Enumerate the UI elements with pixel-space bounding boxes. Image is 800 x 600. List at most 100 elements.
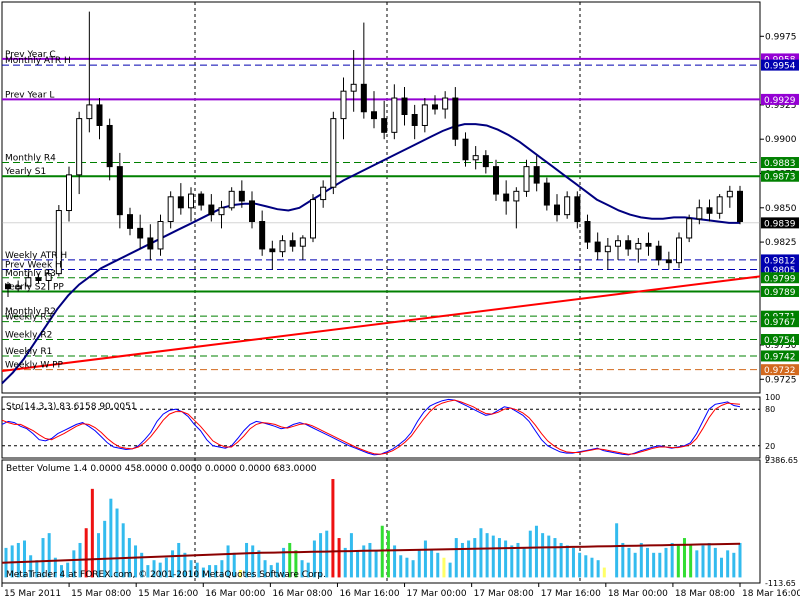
candle-body	[503, 193, 510, 202]
candle-body	[584, 221, 591, 243]
volume-bar	[208, 565, 212, 578]
volume-bar	[257, 550, 261, 578]
volume-bar	[491, 535, 495, 578]
volume-bar	[380, 525, 384, 578]
volume-bar	[497, 538, 501, 578]
volume-bar	[399, 555, 403, 578]
volume-bar	[553, 538, 557, 578]
candle-body	[523, 166, 530, 192]
price-tag-bg	[761, 170, 799, 182]
candle-body	[198, 193, 205, 206]
candle-body	[676, 237, 682, 264]
candle-body	[706, 207, 713, 214]
volume-bar	[201, 567, 205, 578]
volume-bar	[479, 528, 483, 578]
volume-bar	[652, 552, 656, 578]
candle-body	[340, 90, 347, 120]
level-label: Weekly R1	[5, 347, 52, 357]
level-label: Yearly S1	[4, 167, 46, 177]
candle-body	[726, 190, 733, 198]
time-tick-label: 17 Mar 00:00	[407, 589, 467, 599]
volume-tick-label: -113.65	[765, 579, 796, 588]
level-lines	[2, 57, 760, 371]
volume-bar	[306, 562, 310, 578]
volume-bar	[220, 560, 224, 578]
volume-bar	[473, 538, 477, 578]
candle-body	[421, 104, 428, 126]
time-tick-label: 15 Mar 16:00	[138, 589, 198, 599]
level-label: Monthly ATR H	[5, 56, 71, 66]
volume-bar	[713, 547, 717, 578]
candle-body	[493, 166, 499, 195]
volume-bar	[282, 547, 286, 578]
candle-body	[604, 245, 611, 253]
volume-bar	[504, 540, 508, 578]
level-label: Yearly S2	[4, 282, 46, 292]
volume-bar	[423, 540, 427, 578]
volume-bar	[430, 550, 434, 578]
stochastic-tick-label: 80	[765, 405, 775, 414]
price-tag-bg	[761, 93, 799, 105]
candle-body	[167, 196, 174, 223]
level-label: Weekly R3	[5, 313, 52, 323]
volume-bar	[349, 533, 353, 578]
volume-bar	[528, 530, 532, 578]
price-tag-bg	[761, 333, 799, 345]
time-tick-label: 18 Mar 08:00	[675, 589, 735, 599]
candle-body	[35, 277, 42, 282]
candle-body	[737, 190, 743, 223]
volume-bar	[251, 545, 255, 578]
candle-body	[106, 124, 113, 168]
volume-bar	[719, 557, 723, 578]
price-tick-label: 0.9750	[765, 341, 797, 351]
volume-bar	[84, 528, 88, 578]
time-axis: 15 Mar 2011 15 Mar 08:00 15 Mar 16:00 16 Ma…	[1, 583, 800, 599]
volume-bar	[368, 542, 372, 578]
candle-body	[299, 237, 306, 247]
time-tick-label: 16 Mar 08:00	[272, 589, 332, 599]
volume-bar	[312, 540, 316, 578]
volume-bar	[275, 562, 279, 578]
candle-body	[137, 227, 144, 239]
moving-average-line	[1, 123, 740, 385]
volume-bar	[140, 552, 144, 578]
volume-bar	[97, 533, 101, 578]
candles-layer[interactable]	[5, 11, 743, 297]
volume-bar	[707, 542, 711, 578]
price-tick-label: 0.9900	[765, 135, 797, 145]
candle-body	[564, 196, 571, 216]
volume-tick-label: 2386.65	[765, 456, 798, 465]
volume-bar	[510, 545, 514, 578]
candle-body	[269, 248, 276, 253]
volume-bar	[288, 542, 292, 578]
volume-bar	[343, 547, 347, 578]
volume-bar	[732, 552, 736, 578]
volume-title: Better Volume 1.4 0.0000 458.0000 0.0000…	[6, 464, 317, 474]
level-label: Prev Week H	[5, 261, 62, 271]
volume-bar	[627, 547, 631, 578]
candle-body	[228, 190, 235, 209]
volume-bar	[726, 550, 730, 578]
time-tick-label: 15 Mar 2011	[4, 589, 61, 599]
stochastic-panel	[1, 398, 760, 456]
volume-bar	[134, 545, 138, 578]
volume-bar	[442, 557, 446, 578]
price-tag-text: 0.9873	[764, 173, 796, 183]
candle-body	[15, 285, 22, 290]
volume-bar	[300, 560, 304, 578]
volume-bar	[436, 552, 440, 578]
candle-body	[360, 83, 367, 113]
time-tick-label: 17 Mar 08:00	[474, 589, 534, 599]
volume-bar	[584, 555, 588, 578]
volume-bar	[325, 530, 329, 578]
candle-body	[482, 155, 489, 168]
candle-body	[665, 259, 672, 264]
volume-bar	[516, 542, 520, 578]
volume-bar	[72, 550, 76, 578]
volume-bar	[695, 550, 699, 578]
price-tag-text: 0.9812	[764, 256, 796, 266]
volume-bar	[47, 533, 51, 578]
candle-body	[238, 190, 245, 202]
candle-body	[452, 97, 459, 140]
